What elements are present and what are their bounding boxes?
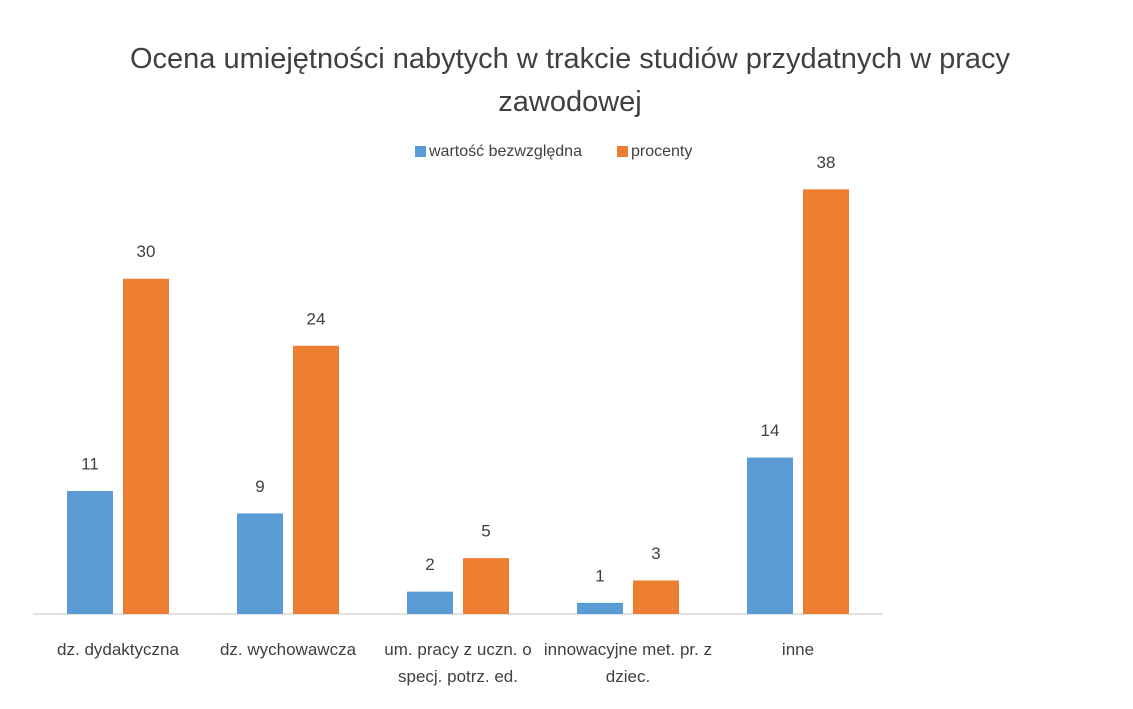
- data-label: 2: [425, 555, 434, 574]
- bar: [123, 278, 169, 614]
- x-tick-label: um. pracy z uczn. o specj. potrz. ed.: [384, 640, 532, 686]
- chart-title: Ocena umiejętności nabytych w trakcie st…: [129, 43, 1011, 118]
- legend-swatch: [415, 146, 426, 157]
- data-label: 5: [481, 522, 490, 541]
- bar: [633, 580, 679, 614]
- legend-swatch: [617, 146, 628, 157]
- x-tick-label: inne: [781, 640, 815, 659]
- bar: [577, 602, 623, 614]
- data-label: 38: [817, 153, 836, 172]
- x-tick-label: dz. dydaktyczna: [57, 640, 179, 659]
- bar: [747, 457, 793, 614]
- bar: [463, 558, 509, 614]
- data-label: 24: [307, 309, 326, 328]
- bar: [407, 591, 453, 614]
- data-label: 14: [761, 421, 780, 440]
- legend-label: procenty: [631, 143, 692, 160]
- bar: [237, 513, 283, 614]
- bar: [67, 491, 113, 614]
- x-tick-label: dz. wychowawcza: [219, 640, 357, 659]
- legend-label: wartość bezwzględna: [428, 143, 582, 160]
- data-label: 3: [651, 544, 660, 563]
- bar: [293, 345, 339, 614]
- data-label: 11: [81, 455, 99, 474]
- data-label: 30: [137, 242, 156, 261]
- data-label: 1: [595, 566, 604, 585]
- bar: [803, 189, 849, 614]
- data-label: 9: [255, 477, 264, 496]
- x-tick-label: innowacyjne met. pr. z dziec.: [543, 640, 713, 686]
